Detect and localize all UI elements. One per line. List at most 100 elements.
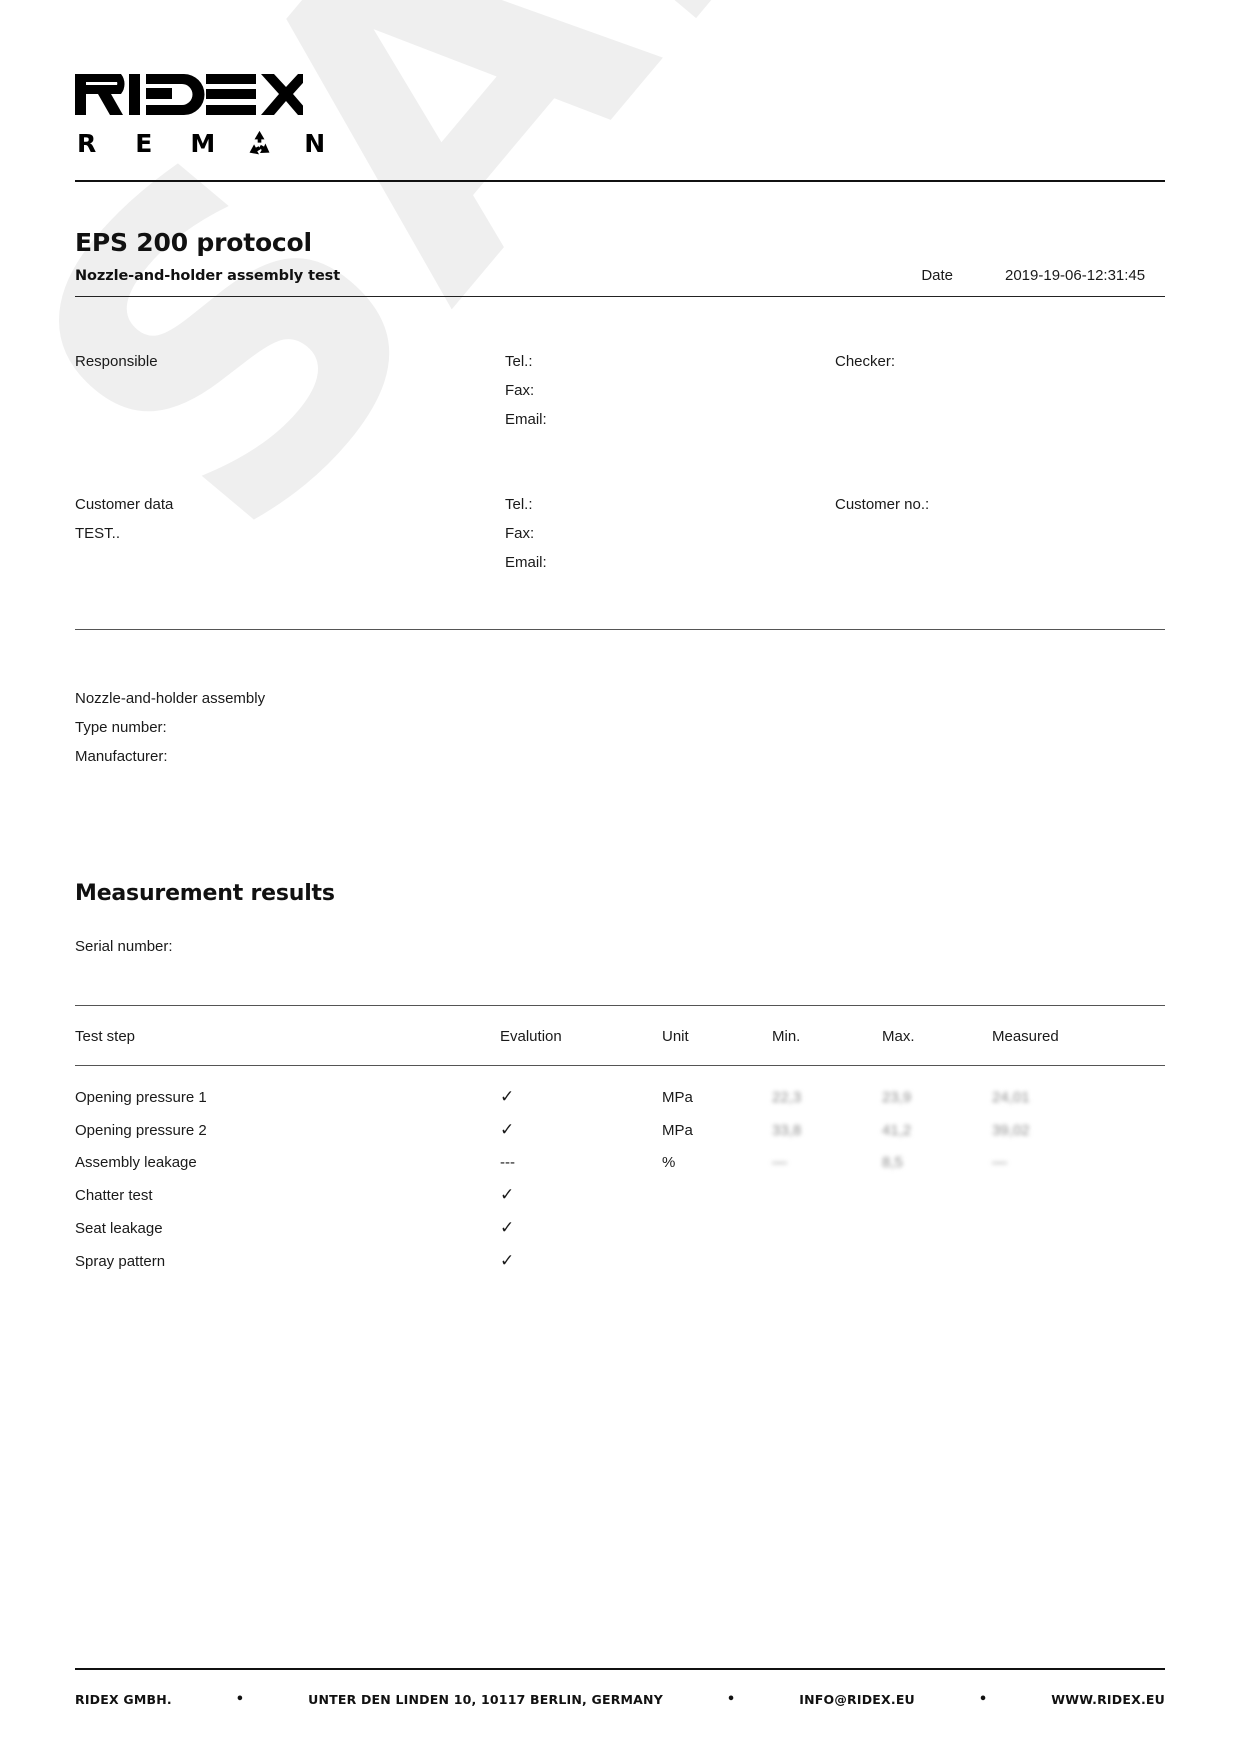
customer-row-3: Email: [75,548,1165,577]
serial-number-label: Serial number: [75,938,173,955]
page-title: EPS 200 protocol [75,228,312,257]
footer-row: RIDEX GMBH. • UNTER DEN LINDEN 10, 10117… [75,1692,1165,1707]
footer-email[interactable]: INFO@RIDEX.EU [799,1692,915,1707]
footer-divider [75,1668,1165,1670]
customer-data-label: Customer data [75,496,174,513]
footer-website[interactable]: WWW.RIDEX.EU [1051,1692,1165,1707]
results-table-body: Opening pressure 1 ✓ MPa 22,3 23,9 24,01… [75,1066,1165,1278]
cell-evaluation: ✓ [500,1218,515,1237]
customer-data-value: TEST.. [75,525,121,542]
title-divider [75,296,1165,297]
customer-no-value [835,519,1165,548]
column-header-min: Min. [772,1005,882,1066]
responsible-email-label: Email: [505,411,547,428]
assembly-type-number-label: Type number: [75,719,167,736]
cell-max: 23,9 [882,1089,912,1106]
recycle-icon [245,129,274,158]
column-header-evaluation: Evalution [500,1005,662,1066]
cell-max [882,1178,992,1211]
customer-row-1: Customer data Tel.: Customer no.: [75,490,1165,519]
column-header-test-step: Test step [75,1005,500,1066]
responsible-row-3: Email: [75,405,1165,434]
page-subtitle: Nozzle-and-holder assembly test [75,268,341,284]
results-table-head: Test step Evalution Unit Min. Max. Measu… [75,1005,1165,1066]
assembly-heading: Nozzle-and-holder assembly [75,690,266,707]
cell-evaluation: ✓ [500,1087,515,1106]
cell-evaluation: --- [500,1154,515,1171]
cell-min: — [772,1154,787,1171]
page-footer: RIDEX GMBH. • UNTER DEN LINDEN 10, 10117… [75,1668,1165,1707]
remon-letter-r: R [77,129,97,158]
cell-measured [992,1211,1165,1244]
table-row: Seat leakage ✓ [75,1211,1165,1244]
date-label: Date [921,267,953,284]
cell-unit [662,1178,772,1211]
cell-max [882,1244,992,1277]
checker-label: Checker: [835,353,896,370]
table-row: Opening pressure 1 ✓ MPa 22,3 23,9 24,01 [75,1066,1165,1114]
assembly-section: Nozzle-and-holder assembly Type number: … [75,684,1165,771]
cell-measured [992,1244,1165,1277]
assembly-manufacturer-label: Manufacturer: [75,748,168,765]
date-value: 2019-19-06-12:31:45 [1005,267,1146,284]
customer-row-2: TEST.. Fax: [75,519,1165,548]
cell-min: 33,8 [772,1122,802,1139]
responsible-row-2: Fax: [75,376,1165,405]
column-header-max: Max. [882,1005,992,1066]
cell-test-step: Chatter test [75,1187,153,1204]
cell-min [772,1211,882,1244]
cell-unit: MPa [662,1122,693,1139]
cell-test-step: Opening pressure 2 [75,1122,207,1139]
table-row: Chatter test ✓ [75,1178,1165,1211]
cell-min [772,1178,882,1211]
footer-separator-1: • [235,1692,245,1707]
cell-unit: % [662,1154,676,1171]
remon-letter-e: E [135,129,153,158]
responsible-section: Responsible Tel.: Checker: Fax: Email: [75,347,1165,434]
footer-separator-3: • [978,1692,988,1707]
footer-separator-2: • [726,1692,736,1707]
subtitle-row: Nozzle-and-holder assembly test Date 201… [75,267,1165,284]
table-row: Assembly leakage --- % — 8,5 — [75,1146,1165,1178]
measurement-title: Measurement results [75,881,335,906]
ridex-wordmark-icon [75,74,303,115]
date-group: Date 2019-19-06-12:31:45 [921,267,1165,284]
title-block: EPS 200 protocol Nozzle-and-holder assem… [75,228,1165,297]
responsible-value [75,376,505,405]
cell-measured: — [992,1154,1007,1171]
cell-evaluation: ✓ [500,1120,515,1139]
customer-no-label: Customer no.: [835,496,930,513]
column-header-unit: Unit [662,1005,772,1066]
checker-value [835,376,1165,405]
customer-section: Customer data Tel.: Customer no.: TEST..… [75,490,1165,577]
responsible-fax-label: Fax: [505,382,535,399]
cell-measured: 24,01 [992,1089,1030,1106]
customer-email-label: Email: [505,554,547,571]
cell-test-step: Seat leakage [75,1220,163,1237]
document-content: R E M N EPS 200 protocol [75,0,1165,1277]
cell-min: 22,3 [772,1089,802,1106]
cell-test-step: Spray pattern [75,1253,166,1270]
cell-test-step: Opening pressure 1 [75,1089,207,1106]
table-row: Opening pressure 2 ✓ MPa 33,8 41,2 39,02 [75,1113,1165,1146]
remon-letter-m: M [190,129,216,158]
cell-min [772,1244,882,1277]
cell-max [882,1211,992,1244]
customer-fax-label: Fax: [505,525,535,542]
customer-divider [75,629,1165,630]
measurement-section: Measurement results Serial number: Test … [75,881,1165,1277]
column-header-measured: Measured [992,1005,1165,1066]
brand-logo: R E M N [75,0,1165,158]
results-table: Test step Evalution Unit Min. Max. Measu… [75,1005,1165,1277]
footer-address: UNTER DEN LINDEN 10, 10117 BERLIN, GERMA… [308,1692,663,1707]
header-divider [75,180,1165,182]
table-row: Spray pattern ✓ [75,1244,1165,1277]
cell-max: 41,2 [882,1122,912,1139]
responsible-tel-label: Tel.: [505,353,533,370]
table-header-row: Test step Evalution Unit Min. Max. Measu… [75,1005,1165,1066]
cell-max: 8,5 [882,1154,903,1171]
cell-unit [662,1244,772,1277]
cell-measured: 39,02 [992,1122,1030,1139]
cell-evaluation: ✓ [500,1251,515,1270]
